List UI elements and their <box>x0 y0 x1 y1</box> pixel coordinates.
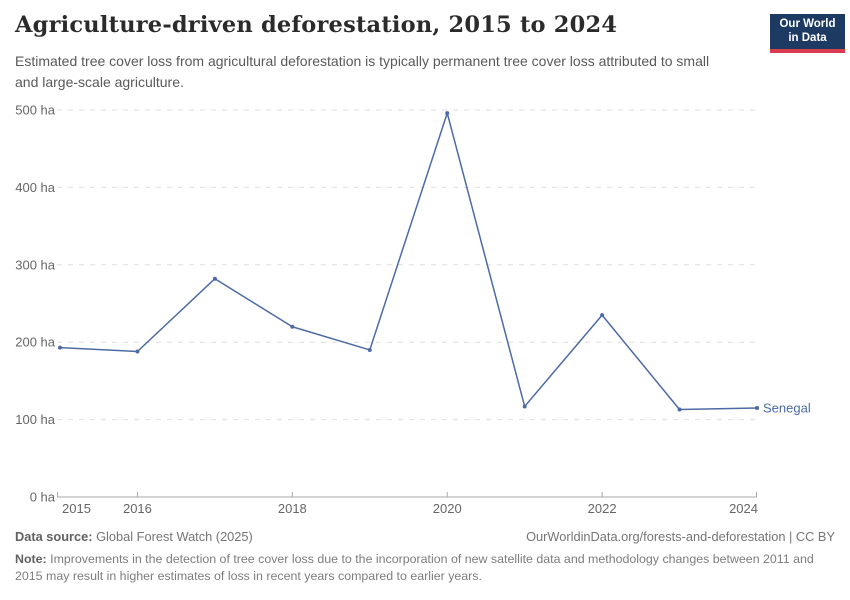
chart-subtitle: Estimated tree cover loss from agricultu… <box>15 53 710 90</box>
note-label: Note: <box>15 552 47 566</box>
data-point <box>367 347 372 352</box>
line-chart: 0 ha 100 ha 200 ha 300 ha 400 ha 500 ha 2015 20… <box>15 103 811 517</box>
series-end-label: Senegal <box>763 400 811 415</box>
data-source-label: Data source: <box>15 529 93 544</box>
y-tick-label: 400 ha <box>15 180 56 195</box>
owid-logo-line1: Our World <box>779 18 836 30</box>
chart-title: Agriculture-driven deforestation, 2015 t… <box>15 12 618 38</box>
note-text: Improvements in the detection of tree co… <box>15 552 814 583</box>
x-tick-label: 2018 <box>278 501 307 516</box>
data-point <box>522 404 527 409</box>
data-point <box>135 349 140 354</box>
y-tick-label: 100 ha <box>15 412 56 427</box>
chart-footer: Data source: Global Forest Watch (2025) … <box>15 529 835 585</box>
data-source-text: Global Forest Watch (2025) <box>96 529 253 544</box>
x-tick-label: 2016 <box>123 501 152 516</box>
data-point <box>290 324 295 329</box>
data-point <box>445 111 450 116</box>
y-tick-label: 300 ha <box>15 257 56 272</box>
x-tick-label: 2020 <box>433 501 462 516</box>
data-point <box>677 407 682 412</box>
data-point <box>58 345 62 350</box>
series-line <box>59 112 758 411</box>
owid-logo-line2: in Data <box>788 31 827 44</box>
y-tick-label: 200 ha <box>15 335 56 350</box>
y-tick-label: 500 ha <box>15 103 56 118</box>
data-point <box>600 313 605 318</box>
owid-logo: Our World in Data <box>770 14 845 53</box>
data-point <box>212 276 217 281</box>
x-tick-label: 2015 <box>62 501 91 516</box>
license-link[interactable]: OurWorldinData.org/forests-and-deforesta… <box>526 529 835 544</box>
x-tick-label: 2022 <box>588 501 617 516</box>
data-source: Data source: Global Forest Watch (2025) <box>15 529 253 544</box>
y-tick-label: 0 ha <box>30 490 56 505</box>
x-tick-label: 2024 <box>729 501 758 516</box>
data-point <box>755 405 759 410</box>
